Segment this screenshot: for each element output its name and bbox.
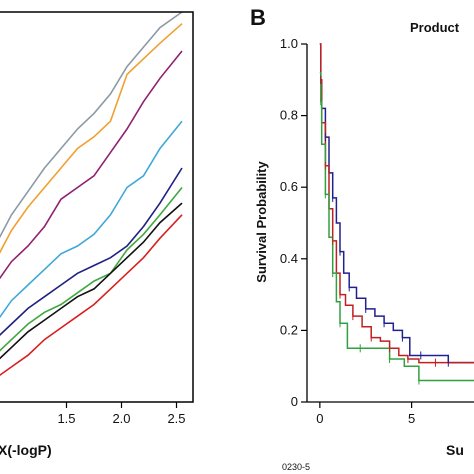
panel-b-x-axis-label: Su <box>446 442 464 458</box>
panel-b-x-tick-label: 0 <box>316 411 323 426</box>
panel-b-y-tick-label: 0 <box>291 394 298 409</box>
panel-b-censor-marks <box>320 75 449 385</box>
panel-a-axes-frame <box>0 11 194 403</box>
footer-code: 0230-5 <box>282 462 310 472</box>
panel-a-series-line-5 <box>0 167 183 336</box>
panel-b-series-group <box>319 43 474 382</box>
panel-b-letter: B <box>250 5 266 30</box>
panel-a-x-tick-label: 2.0 <box>112 411 130 426</box>
panel-a-series-group <box>0 11 183 377</box>
panel-a-x-tick-label: 2.5 <box>167 411 185 426</box>
panel-b-y-tick-label: 0.6 <box>280 179 298 194</box>
panel-b-y-tick-label: 0.4 <box>280 251 298 266</box>
panel-a-series-line-1 <box>0 11 183 239</box>
panel-a-x-tick-label: 1.5 <box>57 411 75 426</box>
panel-a-series-line-8 <box>0 214 183 377</box>
panel-b-y-tick-label: 0.8 <box>280 108 298 123</box>
panel-a-series-line-6 <box>0 186 183 352</box>
panel-b-survival-curve-3 <box>319 71 474 382</box>
panel-a-series-line-2 <box>0 23 183 254</box>
panel-a-x-ticks: 1.5 2.0 2.5 <box>57 402 186 426</box>
panel-b-y-tick-label: 0.2 <box>280 322 298 337</box>
panel-a-series-line-3 <box>0 50 183 280</box>
panel-a-series-line-4 <box>0 120 183 319</box>
panel-b-y-ticks: 0 0.2 0.4 0.6 0.8 1.0 <box>280 36 307 409</box>
panel-b-y-tick-label: 1.0 <box>280 36 298 51</box>
panel-b-title: Product <box>410 20 460 35</box>
panel-a: 1.5 2.0 2.5 X(-logP) <box>0 11 194 458</box>
panel-a-x-axis-label: X(-logP) <box>0 442 52 458</box>
panel-a-series-line-7 <box>0 202 183 360</box>
panel-b-survival-curve-2 <box>319 43 474 364</box>
panel-b-y-axis-label: Survival Probability <box>254 161 269 283</box>
panel-b-x-tick-label: 5 <box>408 411 415 426</box>
panel-b: B Product Survival Probability 0 0.2 0.4 0.… <box>250 5 474 458</box>
panel-b-survival-curve-1 <box>319 43 474 364</box>
